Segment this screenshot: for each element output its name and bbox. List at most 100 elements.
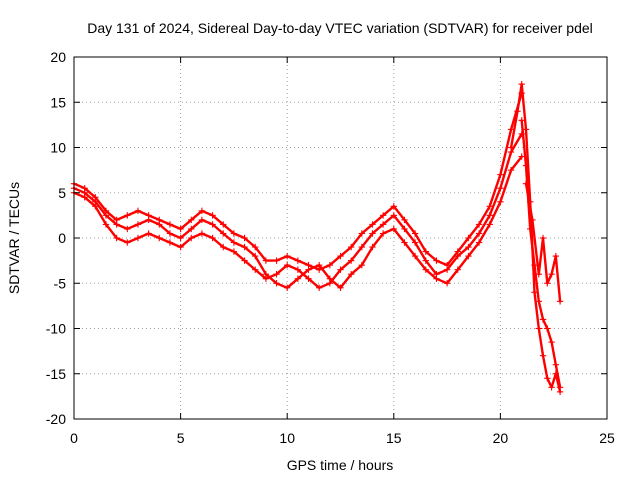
data-point <box>465 252 472 260</box>
data-point <box>548 338 555 346</box>
data-point <box>507 166 515 174</box>
y-tick-label: -5 <box>54 275 67 291</box>
data-point <box>475 239 483 246</box>
data-point <box>230 230 238 237</box>
data-point <box>411 230 419 237</box>
data-point <box>465 234 472 242</box>
y-axis-label: SDTVAR / TECUs <box>6 182 22 294</box>
data-point <box>273 271 280 278</box>
data-point <box>220 243 227 251</box>
data-point <box>347 257 355 264</box>
data-point <box>241 243 248 251</box>
data-point <box>369 243 376 251</box>
data-point <box>134 221 142 228</box>
data-point <box>337 266 344 273</box>
data-point <box>539 316 547 323</box>
data-point <box>102 207 110 215</box>
data-point <box>273 257 280 264</box>
y-tick-label: 5 <box>58 185 66 201</box>
data-point <box>369 221 376 228</box>
data-point <box>556 298 564 305</box>
data-point <box>433 257 440 264</box>
data-point <box>124 225 131 233</box>
data-point <box>102 221 110 228</box>
data-point <box>522 162 530 169</box>
data-point <box>177 243 184 251</box>
data-point <box>535 271 542 278</box>
data-point <box>518 153 525 160</box>
data-point <box>284 284 291 291</box>
data-point <box>262 275 270 282</box>
data-point <box>209 212 216 219</box>
plot-area <box>70 80 564 396</box>
data-point <box>548 271 555 278</box>
x-tick-label: 5 <box>177 430 185 446</box>
data-point <box>326 261 334 269</box>
series-track-d <box>507 80 564 396</box>
axes: 0 5 10 15 20 25 -20 -15 -10 -5 0 5 10 15 20 <box>46 49 615 446</box>
data-point <box>230 248 238 255</box>
data-point <box>358 261 366 269</box>
y-tick-label: -20 <box>46 411 66 427</box>
data-point <box>347 271 355 278</box>
data-point <box>535 325 542 332</box>
data-point <box>522 126 530 133</box>
data-point <box>347 243 355 251</box>
series-line <box>72 92 523 271</box>
data-point <box>539 234 547 242</box>
data-point <box>379 221 387 228</box>
data-point <box>411 252 419 260</box>
x-tick-label: 15 <box>386 430 402 446</box>
data-point <box>230 239 238 246</box>
series-line <box>509 82 562 394</box>
data-point <box>379 212 387 219</box>
grid <box>74 57 607 419</box>
data-point <box>198 216 206 224</box>
data-point <box>124 212 131 219</box>
data-point <box>486 212 493 219</box>
y-tick-label: 15 <box>50 94 66 110</box>
data-point <box>358 243 366 251</box>
data-point <box>552 252 560 260</box>
data-point <box>294 275 302 282</box>
data-point <box>401 239 408 246</box>
data-point <box>188 225 195 233</box>
x-tick-label: 25 <box>599 430 615 446</box>
data-point <box>390 203 397 210</box>
data-point <box>166 230 174 237</box>
data-point <box>422 248 429 255</box>
data-point <box>252 252 259 260</box>
data-point <box>166 221 174 228</box>
data-point <box>518 117 525 124</box>
y-tick-label: 20 <box>50 49 66 65</box>
data-point <box>305 275 312 282</box>
data-point <box>156 234 163 242</box>
y-tick-label: -15 <box>46 366 66 382</box>
data-point <box>358 230 366 237</box>
data-point <box>465 243 472 251</box>
data-point <box>273 280 280 287</box>
data-point <box>497 185 504 192</box>
data-point <box>113 234 120 242</box>
data-point <box>209 234 216 242</box>
x-axis-label: GPS time / hours <box>287 457 394 473</box>
data-point <box>166 239 174 246</box>
data-point <box>262 257 270 264</box>
data-point <box>454 266 461 273</box>
data-point <box>529 216 536 224</box>
data-point <box>134 234 142 242</box>
data-point <box>443 261 451 269</box>
data-point <box>337 252 344 260</box>
data-point <box>486 221 493 228</box>
y-tick-label: 0 <box>58 230 66 246</box>
data-point <box>518 80 525 88</box>
data-point <box>305 261 312 269</box>
data-point <box>177 225 184 233</box>
x-tick-label: 10 <box>279 430 295 446</box>
data-point <box>475 230 483 237</box>
data-point <box>241 234 248 242</box>
data-point <box>209 221 216 228</box>
plot-frame <box>73 56 608 420</box>
data-point <box>92 194 99 201</box>
x-tick-label: 0 <box>70 430 78 446</box>
